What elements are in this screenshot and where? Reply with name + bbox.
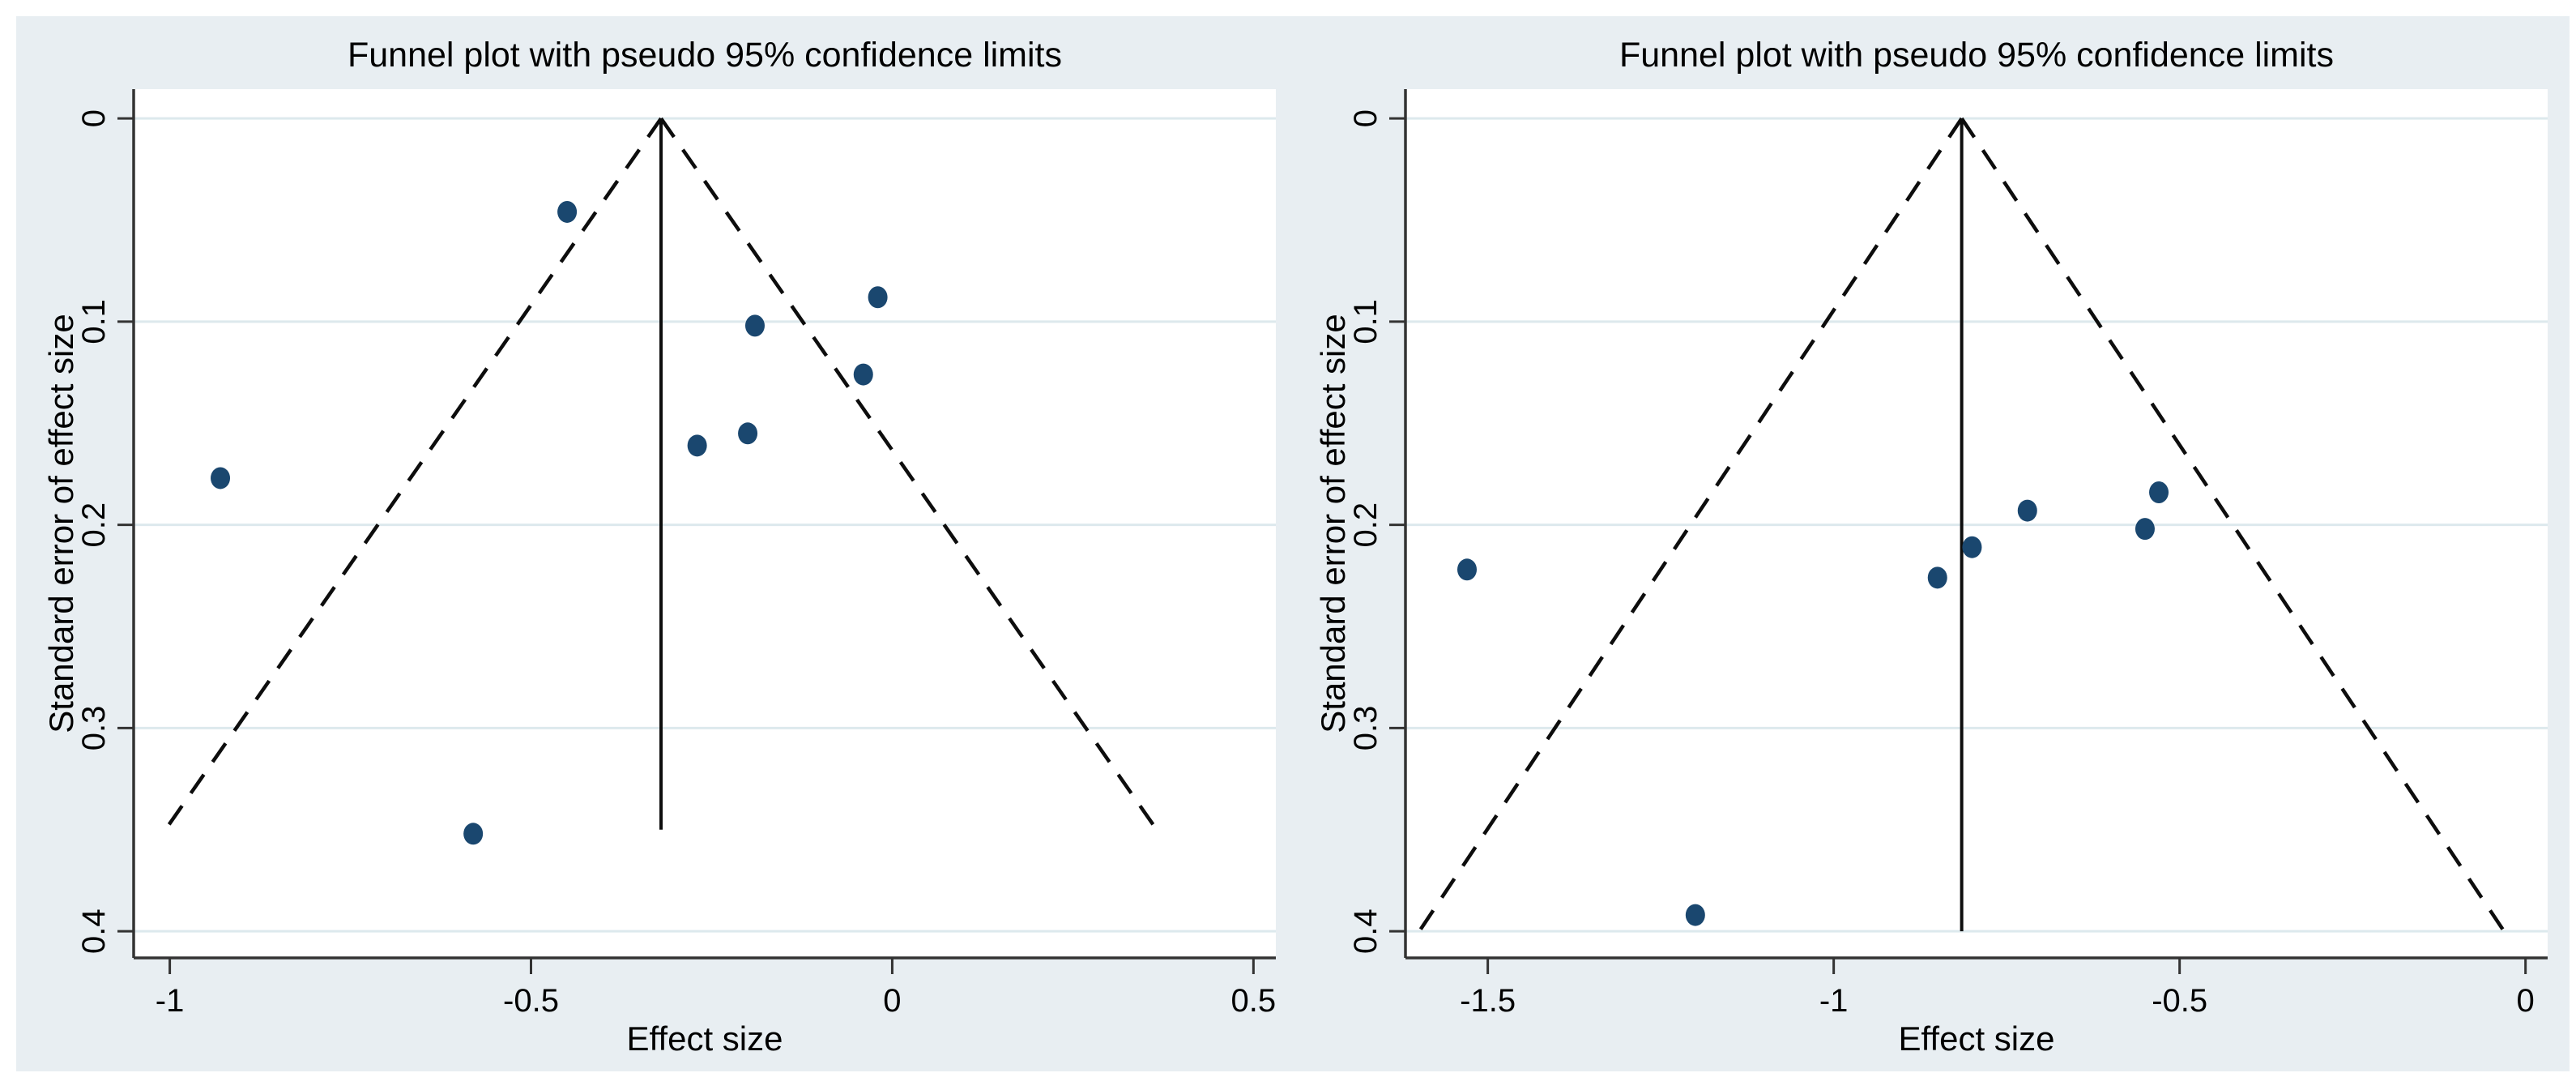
x-axis-label: Effect size	[1898, 1019, 2055, 1058]
x-tick-label: 0.5	[1231, 983, 1277, 1019]
plot-background	[1405, 89, 2548, 958]
x-tick-label: -1	[156, 983, 185, 1019]
y-tick-label: 0.4	[1348, 908, 1384, 954]
data-point	[744, 314, 765, 337]
data-point	[868, 286, 888, 309]
x-tick-label: -1.5	[1460, 983, 1516, 1019]
y-tick-label: 0.4	[76, 908, 112, 954]
data-point	[1457, 558, 1478, 581]
funnel-plot-panel-left: 0 0.1 0.2 0.3 0.4 -1 -0.5 0 0.5 Funnel plot with…	[16, 16, 1288, 1071]
data-point	[1962, 536, 1982, 558]
x-tick-label: -0.5	[2152, 983, 2207, 1019]
data-point	[738, 422, 758, 445]
pseudo-ci-line-left	[164, 117, 663, 831]
data-point	[1927, 566, 1947, 589]
y-tick-label: 0.1	[1348, 299, 1384, 344]
x-tick-label: -1	[1819, 983, 1849, 1019]
data-point	[557, 200, 578, 223]
data-point	[2135, 518, 2155, 541]
pseudo-ci-line-left	[1418, 117, 1964, 933]
data-point	[853, 363, 873, 386]
data-point	[1685, 904, 1705, 926]
x-tick-label: 0	[2517, 983, 2535, 1019]
data-point	[2017, 499, 2037, 522]
plot-background	[134, 89, 1276, 958]
x-axis-label: Effect size	[626, 1019, 783, 1058]
data-point	[463, 823, 484, 845]
data-point	[2149, 481, 2169, 504]
chart-title: Funnel plot with pseudo 95% confidence l…	[1619, 36, 2334, 75]
x-tick-label: -0.5	[503, 983, 559, 1019]
x-tick-label: 0	[883, 983, 901, 1019]
pseudo-ci-line-right	[659, 117, 1158, 831]
y-tick-label: 0.2	[76, 502, 112, 548]
chart-title: Funnel plot with pseudo 95% confidence l…	[347, 36, 1062, 75]
data-point	[211, 467, 231, 489]
funnel-plot-panel-right: 0 0.1 0.2 0.3 0.4 -1.5 -1 -0.5 0 Funnel plot wit…	[1288, 16, 2570, 1071]
y-tick-label: 0.1	[76, 299, 112, 344]
y-axis-label: Standard error of effect size	[1314, 314, 1352, 733]
data-point	[687, 434, 707, 457]
y-axis-label: Standard error of effect size	[42, 314, 80, 733]
y-tick-label: 0	[1348, 109, 1384, 127]
y-tick-label: 0.3	[1348, 706, 1384, 751]
plot-area: 0 0.1 0.2 0.3 0.4 -1 -0.5 0 0.5	[76, 89, 1277, 1019]
y-tick-label: 0.3	[76, 706, 112, 751]
pseudo-ci-line-right	[1960, 117, 2506, 933]
y-tick-label: 0	[76, 109, 112, 127]
plot-area: 0 0.1 0.2 0.3 0.4 -1.5 -1 -0.5 0	[1348, 89, 2548, 1019]
y-tick-label: 0.2	[1348, 502, 1384, 548]
